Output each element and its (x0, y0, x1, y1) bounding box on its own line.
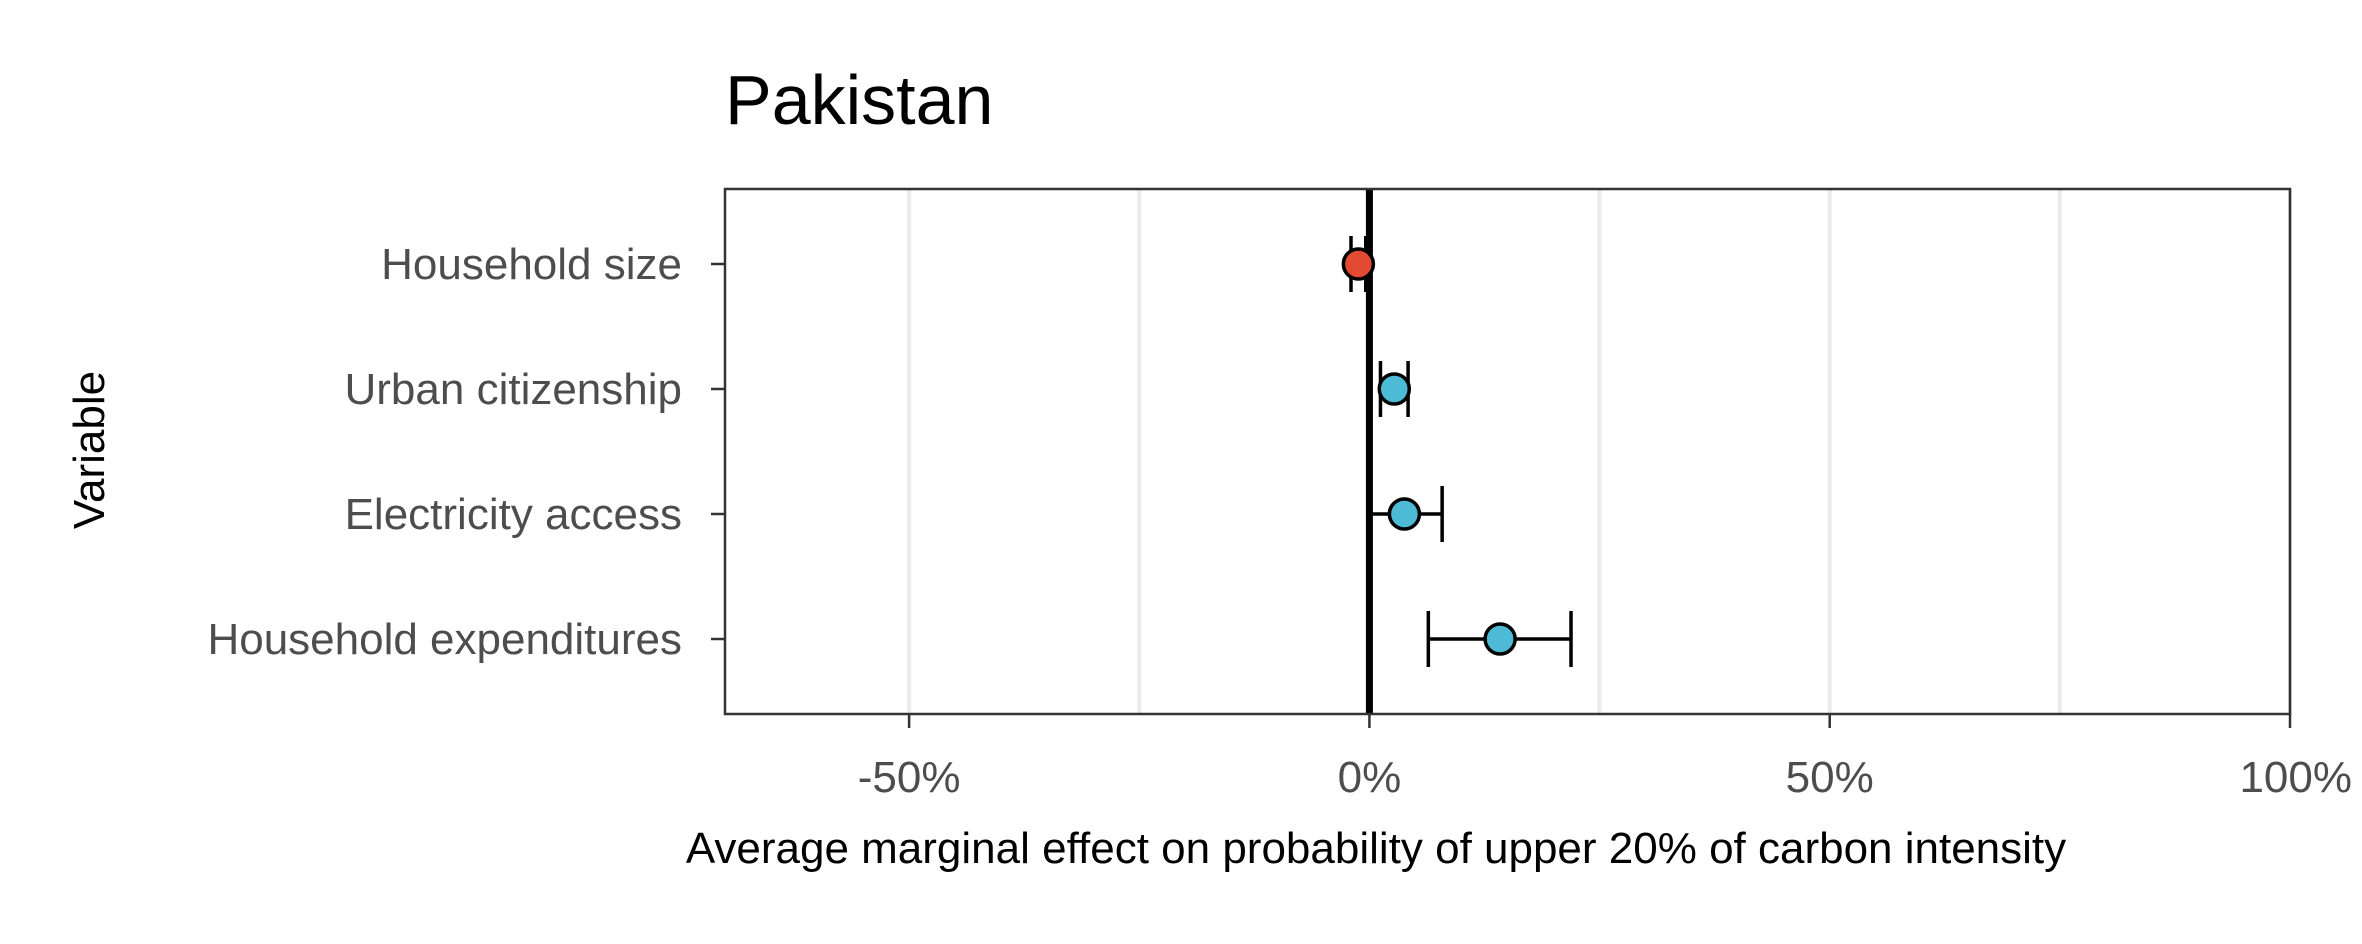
data-points (1341, 247, 1517, 656)
data-point (1377, 372, 1412, 406)
y-tick-label: Household size (381, 240, 682, 289)
x-tick-label: 0% (1338, 753, 1402, 802)
x-tick-label: 50% (1786, 753, 1874, 802)
y-tick-label: Electricity access (345, 490, 682, 539)
y-tick-label: Household expenditures (207, 615, 682, 664)
chart-title: Pakistan (725, 61, 993, 139)
x-tick-label: 100% (2239, 753, 2352, 802)
y-tick-label: Urban citizenship (345, 365, 683, 414)
y-axis-title: Variable (65, 371, 114, 529)
error-bars (1349, 236, 1573, 667)
data-point (1483, 622, 1517, 656)
y-axis: Household size Urban citizenship Electrici… (207, 240, 725, 664)
x-axis-title: Average marginal effect on probability o… (686, 824, 2066, 873)
x-axis: -50% 0% 50% 100% (858, 714, 2352, 802)
plot-frame (723, 187, 2292, 716)
grid-layer (907, 189, 2292, 714)
x-tick-label: -50% (858, 753, 961, 802)
data-point (1387, 497, 1422, 531)
data-point (1341, 247, 1376, 281)
